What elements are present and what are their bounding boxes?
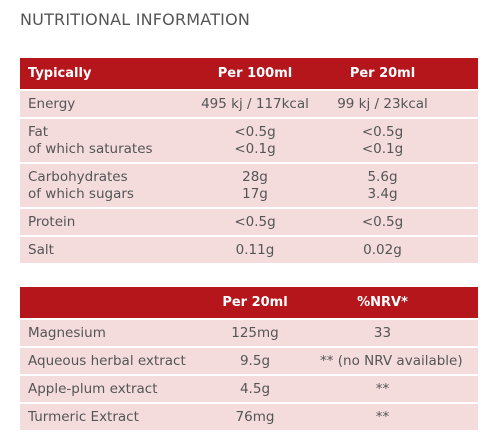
table-cell: 4.5g (190, 381, 320, 398)
table-cell: ** (no NRV available) (320, 353, 463, 370)
cell-line: 125mg (231, 325, 279, 341)
cell-line: Apple-plum extract (28, 381, 158, 397)
table-cell: Carbohydrates of which sugars (28, 169, 134, 203)
table-cell: ** (320, 381, 445, 398)
table-cell: 0.02g (320, 242, 445, 259)
header-cell: Per 100ml (217, 66, 293, 81)
cell-line: Turmeric Extract (28, 409, 139, 425)
cell-line: ** (375, 381, 390, 397)
table-cell: 125mg (190, 325, 320, 342)
cell-line: 3.4g (367, 186, 398, 202)
cell-line: Magnesium (28, 325, 106, 341)
table-cell: 33 (320, 325, 445, 342)
header-cell: Per 20ml (349, 66, 416, 81)
table-cell: 0.11g (190, 242, 320, 259)
table-cell: Magnesium (28, 325, 106, 342)
cell-line: 33 (373, 325, 392, 341)
cell-line: 28g (242, 169, 268, 185)
table-cell: 9.5g (190, 353, 320, 370)
cell-line: of which saturates (28, 141, 153, 157)
table-cell: <0.5g <0.1g (190, 124, 320, 158)
table-row: Protein <0.5g <0.5g (20, 209, 478, 235)
header-cell: Typically (28, 66, 92, 81)
cell-line: 4.5g (239, 381, 271, 397)
table-cell: ** (320, 409, 445, 426)
table-cell: 76mg (190, 409, 320, 426)
table-cell: <0.5g (190, 214, 320, 231)
table-cell: 495 kj / 117kcal (190, 96, 320, 113)
cell-line: <0.1g (361, 141, 404, 157)
table-row: Turmeric Extract 76mg ** (20, 404, 478, 430)
cell-line: <0.1g (234, 141, 276, 157)
table-row: Aqueous herbal extract 9.5g ** (no NRV ava… (20, 348, 478, 374)
cell-line: Carbohydrates (28, 169, 128, 185)
table-cell: 5.6g 3.4g (320, 169, 445, 203)
table-header: Per 20ml %NRV* (20, 287, 478, 318)
table-cell: 99 kj / 23kcal (320, 96, 445, 113)
table-row: Fat of which saturates <0.5g <0.1g <0.5g <0.1… (20, 119, 478, 162)
cell-line: ** (375, 409, 390, 425)
header-cell: Per 20ml (222, 295, 288, 310)
cell-line: of which sugars (28, 186, 134, 202)
cell-line: 0.02g (363, 242, 402, 258)
table-row: Energy 495 kj / 117kcal 99 kj / 23kcal (20, 91, 478, 117)
cell-line: ** (no NRV available) (320, 353, 463, 369)
table-row: Magnesium 125mg 33 (20, 320, 478, 346)
cell-line: Salt (28, 242, 54, 258)
cell-line: 76mg (235, 409, 275, 425)
title: NUTRITIONAL INFORMATION (20, 10, 251, 29)
cell-line: 99 kj / 23kcal (337, 96, 428, 112)
cell-line: 9.5g (239, 353, 271, 369)
table-cell: 28g 17g (190, 169, 320, 203)
table-header: Typically Per 100ml Per 20ml (20, 58, 478, 89)
table-cell: Salt (28, 242, 54, 259)
cell-line: 17g (242, 186, 268, 202)
table-cell: Turmeric Extract (28, 409, 139, 426)
cell-line: 5.6g (367, 169, 398, 185)
table-cell: Aqueous herbal extract (28, 353, 186, 370)
table-row: Apple-plum extract 4.5g ** (20, 376, 478, 402)
table-cell: Energy (28, 96, 75, 113)
header-cell: %NRV* (357, 295, 408, 310)
table-cell: Protein (28, 214, 75, 231)
cell-line: Protein (28, 214, 76, 230)
cell-line: Energy (28, 96, 76, 112)
table-row: Salt 0.11g 0.02g (20, 237, 478, 263)
cell-line: <0.5g (234, 214, 276, 230)
table-cell: <0.5g (320, 214, 445, 231)
cell-line: <0.5g (361, 124, 404, 140)
cell-line: Aqueous herbal extract (28, 353, 186, 369)
table-row: Carbohydrates of which sugars 28g 17g 5.6g 3.… (20, 164, 478, 207)
cell-line: Fat (28, 124, 49, 140)
cell-line: <0.5g (361, 214, 404, 230)
cell-line: 0.11g (235, 242, 275, 258)
table-cell: Apple-plum extract (28, 381, 158, 398)
table-cell: Fat of which saturates (28, 124, 153, 158)
table-cell: <0.5g <0.1g (320, 124, 445, 158)
cell-line: 495 kj / 117kcal (201, 96, 309, 112)
cell-line: <0.5g (234, 124, 276, 140)
